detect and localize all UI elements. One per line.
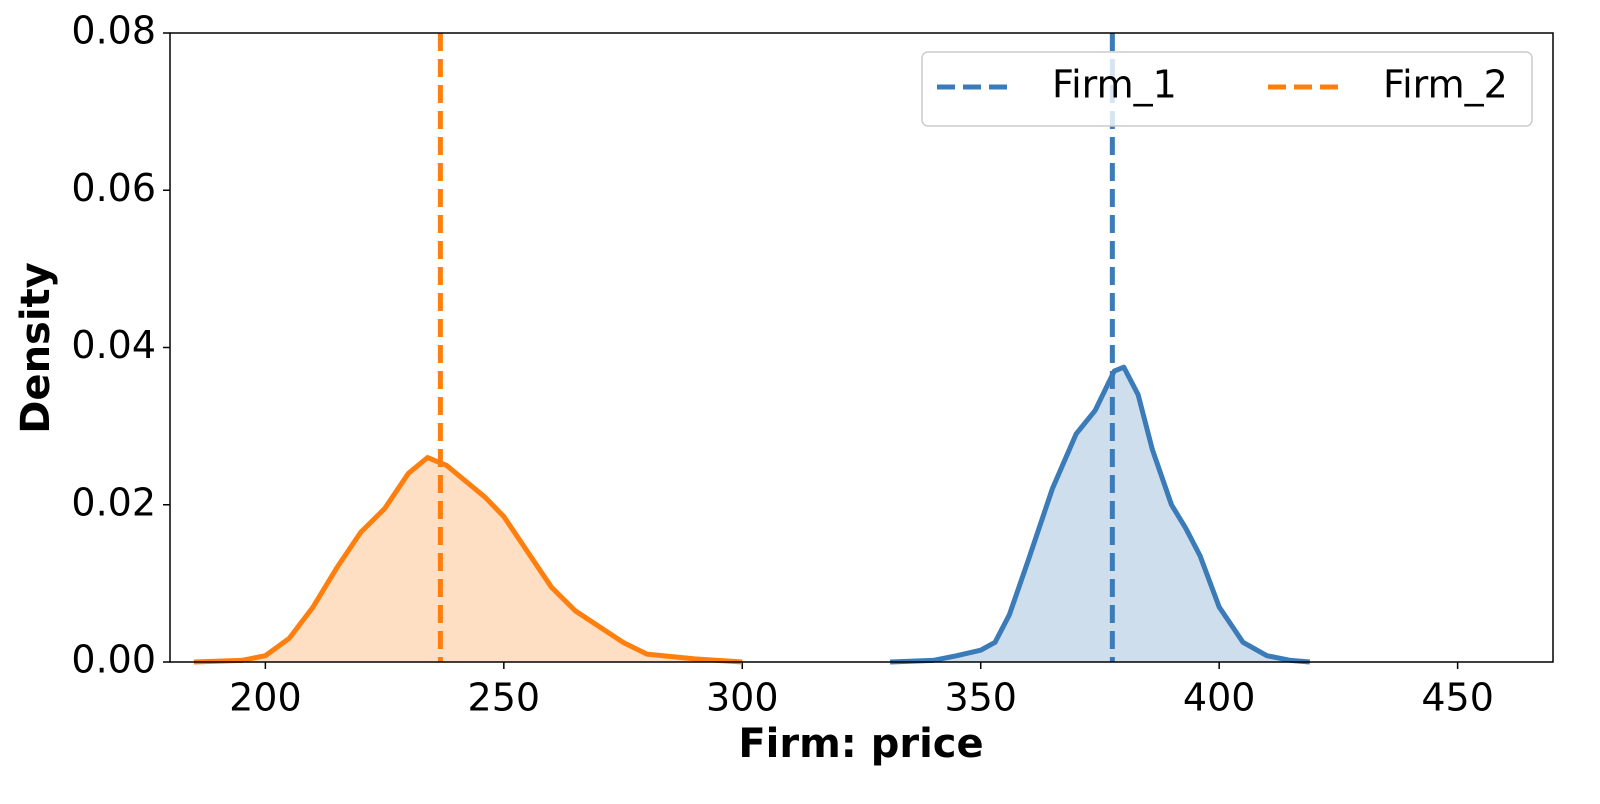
y-tick-label: 0.02: [71, 480, 156, 524]
density-line: [193, 455, 743, 665]
density-area: [890, 367, 1310, 662]
x-tick-label: 350: [944, 676, 1017, 720]
x-tick-label: 450: [1421, 676, 1494, 720]
y-tick-label: 0.04: [71, 323, 156, 367]
x-tick-label: 300: [706, 676, 779, 720]
y-tick-label: 0.06: [71, 166, 156, 210]
plot-frame: [169, 32, 1554, 663]
x-tick-label: 400: [1183, 676, 1256, 720]
x-tick-label: 200: [229, 676, 302, 720]
density-line: [890, 364, 1310, 665]
x-axis-label: Firm: price: [738, 721, 983, 767]
legend-box: [921, 51, 1533, 127]
x-tick-label: 250: [468, 676, 541, 720]
y-axis-label: Density: [13, 262, 59, 434]
y-tick-label: 0.08: [71, 9, 156, 53]
legend-label: Firm_1: [1052, 63, 1177, 107]
density-area: [193, 457, 743, 662]
legend-label: Firm_2: [1383, 63, 1508, 107]
y-tick-label: 0.00: [71, 638, 156, 682]
